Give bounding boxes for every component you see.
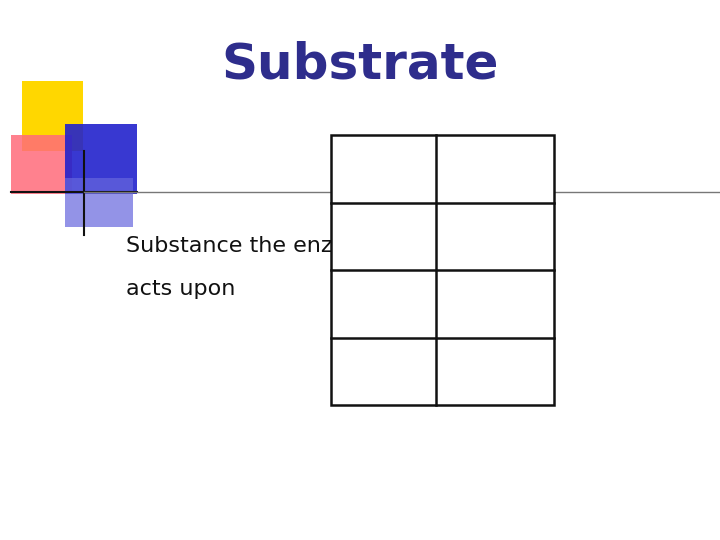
Text: Substrate: Substrate <box>441 159 549 179</box>
Text: Substance the enzyme: Substance the enzyme <box>126 235 381 256</box>
Text: Protease: Protease <box>335 294 432 314</box>
Text: acts upon: acts upon <box>126 279 235 299</box>
Text: Enzyme: Enzyme <box>339 159 428 179</box>
Text: Maltose: Maltose <box>451 361 539 381</box>
Text: Lipase: Lipase <box>348 226 419 246</box>
Text: Lipid: Lipid <box>469 226 521 246</box>
Bar <box>331 135 554 405</box>
Bar <box>65 124 137 194</box>
Bar <box>65 178 133 227</box>
Text: Maltase: Maltase <box>340 361 427 381</box>
Text: Protein: Protein <box>456 294 534 314</box>
Text: Substrate: Substrate <box>221 41 499 89</box>
Bar <box>11 135 72 194</box>
Bar <box>22 81 83 151</box>
